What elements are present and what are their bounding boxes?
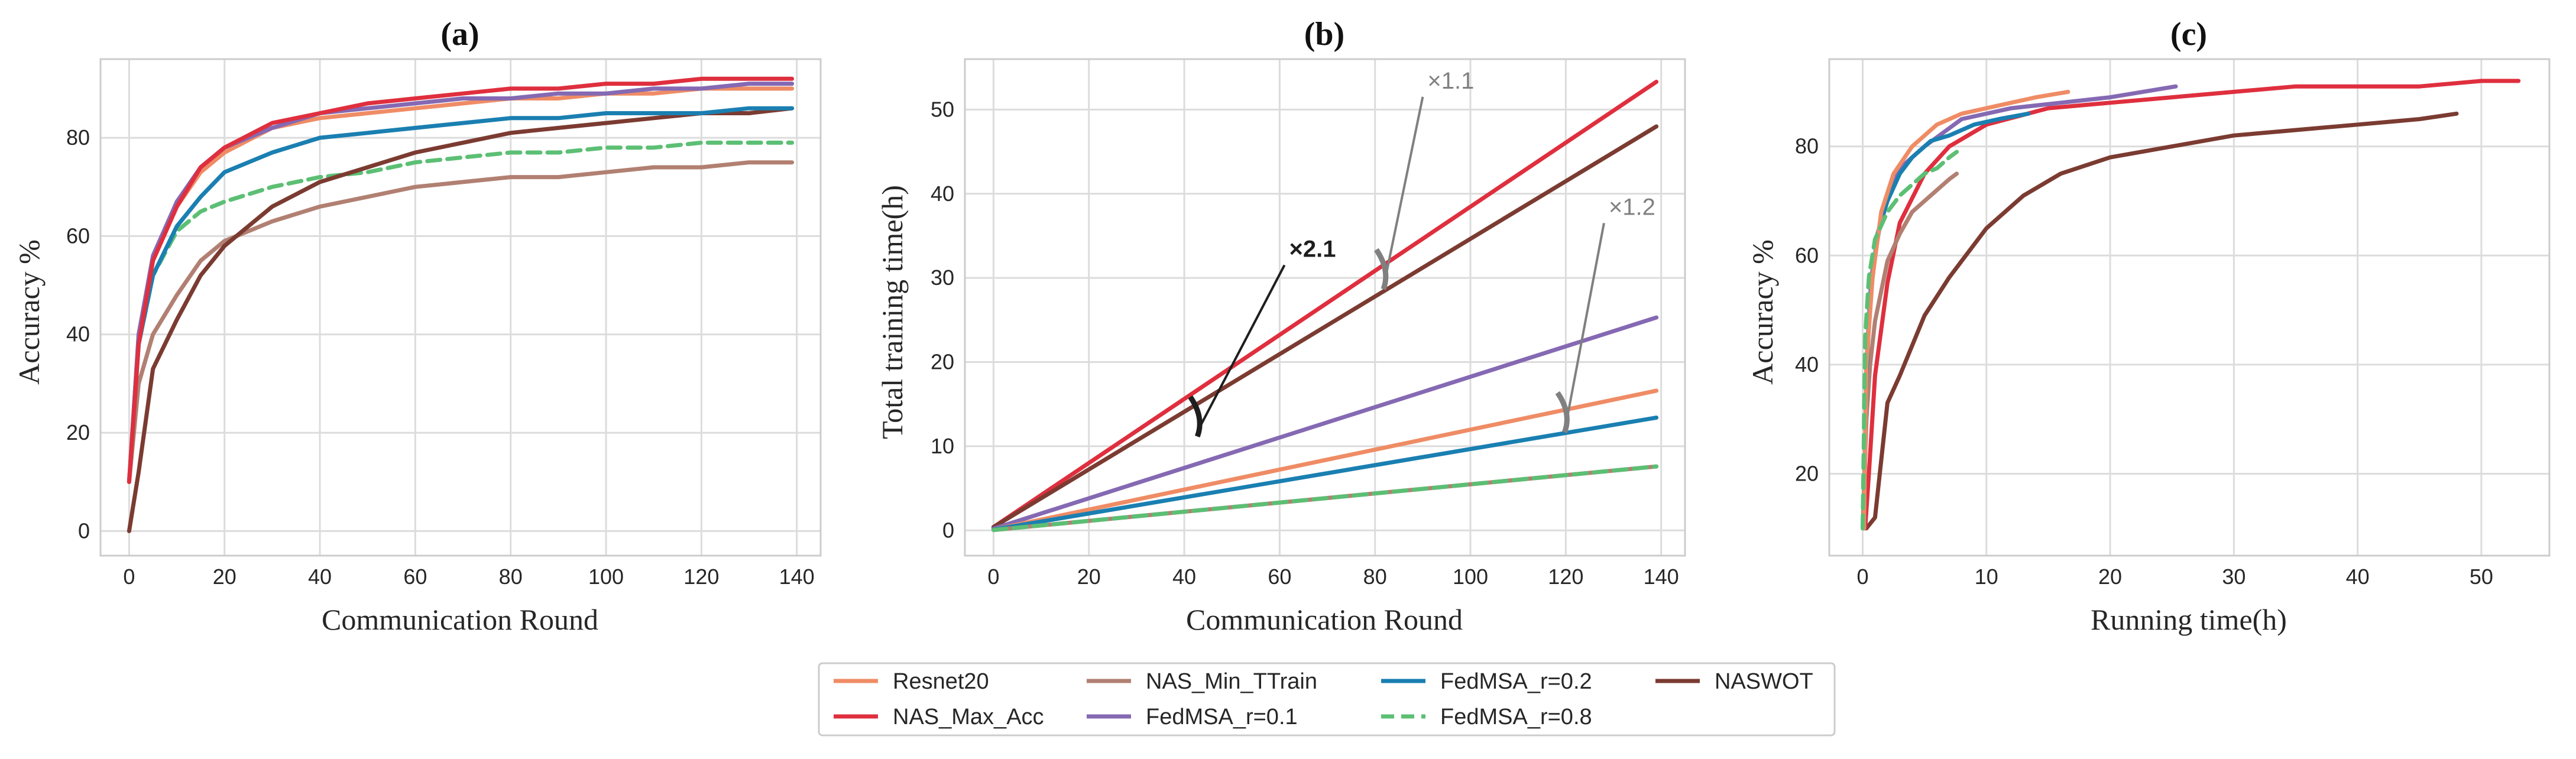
plot-frame <box>1828 58 2551 557</box>
x-tick-label: 120 <box>1548 565 1583 589</box>
y-tick-label: 40 <box>931 181 954 206</box>
series-line-fedmsa-r-0-1 <box>991 315 1659 531</box>
legend-label-fedmsa-r01: FedMSA_r=0.1 <box>1146 705 1298 729</box>
annotation-label: ×2.1 <box>1289 236 1336 262</box>
x-tick-label: 10 <box>1975 565 1998 589</box>
legend-entry-fedmsa-r08: FedMSA_r=0.8 <box>1381 705 1592 729</box>
x-tick-label: 40 <box>308 565 332 589</box>
legend-entry-resnet20: Resnet20 <box>834 669 989 694</box>
x-tick-label: 0 <box>1856 565 1868 589</box>
y-tick-label: 10 <box>931 434 954 458</box>
x-tick-label: 20 <box>213 565 236 589</box>
legend-label-resnet20: Resnet20 <box>893 669 989 694</box>
x-tick-label: 120 <box>683 565 719 589</box>
x-tick-label: 140 <box>1644 565 1679 589</box>
plot-area <box>1829 59 2549 556</box>
panel-b-title: (b) <box>1304 16 1344 53</box>
annotation-label: ×1.2 <box>1609 194 1655 220</box>
series-line-fedmsa-r-0-2 <box>991 416 1659 532</box>
y-tick-label: 20 <box>66 420 90 445</box>
panel-b-xlabel: Communication Round <box>1186 603 1463 636</box>
series-line-nas-min-ttrain <box>127 160 795 484</box>
x-tick-label: 60 <box>1268 565 1291 589</box>
legend-entry-naswot: NASWOT <box>1655 669 1813 694</box>
legend-label-nas-min-ttrain: NAS_Min_TTrain <box>1146 669 1317 694</box>
y-tick-label: 0 <box>942 518 954 542</box>
x-tick-label: 40 <box>2346 565 2370 589</box>
panel-c-ylabel: Accuracy % <box>1746 239 1779 385</box>
series-line-nas-max-acc <box>991 79 1659 530</box>
plot-frame <box>964 58 1686 557</box>
series-line-resnet20 <box>1862 89 2070 531</box>
x-tick-label: 60 <box>403 565 427 589</box>
x-tick-label: 0 <box>123 565 135 589</box>
legend: Resnet20 NAS_Max_Acc NAS_Min_TTrain FedM… <box>818 662 1836 737</box>
panel-c-title: (c) <box>2170 16 2207 53</box>
x-tick-label: 20 <box>1077 565 1101 589</box>
y-tick-label: 20 <box>1795 462 1819 486</box>
series-line-fedmsa-r-0-2 <box>127 106 795 484</box>
series-line-resnet20 <box>991 388 1659 532</box>
x-tick-label: 20 <box>2098 565 2122 589</box>
y-tick-label: 80 <box>1795 134 1819 158</box>
panel-a-xlabel: Communication Round <box>322 603 598 636</box>
panel-b-ylabel: Total training time(h) <box>876 185 909 439</box>
x-tick-label: 30 <box>2222 565 2246 589</box>
x-tick-label: 50 <box>2470 565 2493 589</box>
panel-a-ylabel: Accuracy % <box>12 239 46 385</box>
series-line-fedmsa-r-0-8 <box>991 464 1659 533</box>
y-tick-label: 50 <box>931 97 954 121</box>
annotation-bracket <box>1555 391 1570 433</box>
panel-b: 0 20 40 60 80 100 120 140 0 10 20 30 40 50 ×2.1 ×1.1 ×1.… <box>931 58 1686 589</box>
legend-entry-fedmsa-r02: FedMSA_r=0.2 <box>1381 669 1592 694</box>
legend-label-nas-max-acc: NAS_Max_Acc <box>893 705 1044 729</box>
panel-a-title: (a) <box>440 16 479 53</box>
legend-entry-nas-min-ttrain: NAS_Min_TTrain <box>1087 669 1317 694</box>
annotation-arrow <box>1564 223 1605 426</box>
legend-label-fedmsa-r08: FedMSA_r=0.8 <box>1440 705 1592 729</box>
legend-label-fedmsa-r02: FedMSA_r=0.2 <box>1440 669 1592 694</box>
x-tick-label: 140 <box>779 565 815 589</box>
series-line-naswot <box>991 124 1659 530</box>
x-tick-label: 0 <box>987 565 999 589</box>
y-tick-label: 0 <box>78 518 90 543</box>
panel-c-xlabel: Running time(h) <box>2091 603 2287 636</box>
x-tick-label: 100 <box>588 565 624 589</box>
series-line-naswot <box>1864 111 2459 531</box>
y-tick-label: 60 <box>1795 243 1819 267</box>
legend-entry-fedmsa-r01: FedMSA_r=0.1 <box>1087 705 1298 729</box>
series-line-nas-min-ttrain <box>1861 171 1959 531</box>
y-tick-label: 20 <box>931 350 954 374</box>
y-tick-label: 80 <box>66 125 90 150</box>
x-tick-label: 80 <box>1363 565 1387 589</box>
plot-area <box>101 59 821 556</box>
y-tick-label: 60 <box>66 223 90 248</box>
legend-label-naswot: NASWOT <box>1715 669 1813 694</box>
series-line-nas-max-acc <box>127 76 795 484</box>
series-line-nas-max-acc <box>1863 79 2521 531</box>
panel-a: 0 20 40 60 80 100 120 140 0 20 40 60 80 <box>66 58 822 589</box>
annotation-arrow <box>1383 96 1424 283</box>
y-tick-label: 40 <box>66 322 90 346</box>
annotation-arrow <box>1197 264 1286 430</box>
x-tick-label: 100 <box>1453 565 1488 589</box>
annotation-bracket <box>1188 395 1203 438</box>
series-line-naswot <box>127 106 795 533</box>
plot-frame <box>99 58 822 557</box>
x-tick-label: 40 <box>1172 565 1196 589</box>
legend-entry-nas-max-acc: NAS_Max_Acc <box>834 705 1044 729</box>
y-tick-label: 30 <box>931 265 954 290</box>
panel-c: 0 10 20 30 40 50 20 40 60 80 <box>1795 58 2551 589</box>
x-tick-label: 80 <box>499 565 523 589</box>
annotation-bracket <box>1374 248 1389 290</box>
y-tick-label: 40 <box>1795 352 1819 377</box>
legend-frame <box>818 662 1836 737</box>
annotation-label: ×1.1 <box>1427 68 1474 94</box>
series-line-fedmsa-r-0-8 <box>1861 150 1959 531</box>
